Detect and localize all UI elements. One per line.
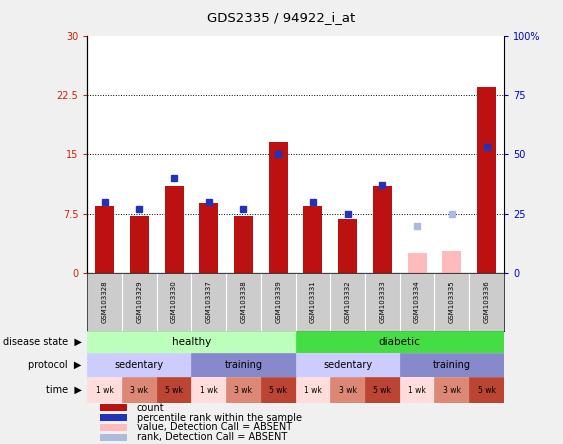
Text: 5 wk: 5 wk <box>269 385 287 395</box>
Bar <box>373 186 392 273</box>
Text: GSM103331: GSM103331 <box>310 281 316 323</box>
Text: disease state  ▶: disease state ▶ <box>3 337 82 347</box>
Text: GSM103336: GSM103336 <box>484 281 489 323</box>
Text: GSM103333: GSM103333 <box>379 281 385 323</box>
Bar <box>400 353 504 377</box>
Text: healthy: healthy <box>172 337 211 347</box>
Text: GSM103329: GSM103329 <box>136 281 142 323</box>
Text: 3 wk: 3 wk <box>131 385 148 395</box>
Bar <box>296 377 330 403</box>
Text: sedentary: sedentary <box>115 360 164 370</box>
Bar <box>303 206 323 273</box>
Text: 5 wk: 5 wk <box>165 385 183 395</box>
Bar <box>435 377 469 403</box>
Text: 1 wk: 1 wk <box>200 385 218 395</box>
Text: 1 wk: 1 wk <box>408 385 426 395</box>
Bar <box>87 353 191 377</box>
Bar <box>157 377 191 403</box>
Text: GSM103335: GSM103335 <box>449 281 455 323</box>
Text: 3 wk: 3 wk <box>235 385 252 395</box>
Text: GSM103330: GSM103330 <box>171 281 177 323</box>
Text: GSM103328: GSM103328 <box>102 281 108 323</box>
Bar <box>338 219 357 273</box>
Bar <box>226 377 261 403</box>
Text: 3 wk: 3 wk <box>339 385 356 395</box>
Bar <box>164 186 184 273</box>
Text: protocol  ▶: protocol ▶ <box>28 360 82 370</box>
Text: GSM103337: GSM103337 <box>206 281 212 323</box>
Bar <box>95 206 114 273</box>
Text: sedentary: sedentary <box>323 360 372 370</box>
Text: 1 wk: 1 wk <box>304 385 322 395</box>
Text: time  ▶: time ▶ <box>46 385 82 395</box>
Bar <box>365 377 400 403</box>
Text: GDS2335 / 94922_i_at: GDS2335 / 94922_i_at <box>207 11 356 24</box>
Bar <box>122 377 157 403</box>
Bar <box>443 251 461 273</box>
Bar <box>477 87 496 273</box>
Text: 3 wk: 3 wk <box>443 385 461 395</box>
Bar <box>100 434 127 441</box>
Bar <box>100 404 127 412</box>
Bar <box>87 377 122 403</box>
Text: value, Detection Call = ABSENT: value, Detection Call = ABSENT <box>137 423 292 432</box>
Text: GSM103334: GSM103334 <box>414 281 420 323</box>
Bar <box>296 331 504 353</box>
Bar <box>330 377 365 403</box>
Bar <box>130 216 149 273</box>
Bar <box>296 353 400 377</box>
Text: diabetic: diabetic <box>379 337 421 347</box>
Text: 1 wk: 1 wk <box>96 385 114 395</box>
Text: GSM103338: GSM103338 <box>240 281 247 323</box>
Bar <box>199 203 218 273</box>
Text: training: training <box>433 360 471 370</box>
Bar <box>408 253 427 273</box>
Bar <box>100 424 127 431</box>
Bar <box>191 377 226 403</box>
Text: GSM103339: GSM103339 <box>275 281 281 323</box>
Text: rank, Detection Call = ABSENT: rank, Detection Call = ABSENT <box>137 432 287 442</box>
Text: count: count <box>137 403 164 412</box>
Bar <box>191 353 296 377</box>
Text: 5 wk: 5 wk <box>373 385 391 395</box>
Bar <box>469 377 504 403</box>
Text: GSM103332: GSM103332 <box>345 281 351 323</box>
Bar <box>100 414 127 421</box>
Text: 5 wk: 5 wk <box>477 385 495 395</box>
Bar <box>400 377 435 403</box>
Text: percentile rank within the sample: percentile rank within the sample <box>137 412 302 423</box>
Bar <box>269 143 288 273</box>
Bar <box>234 216 253 273</box>
Bar <box>87 331 296 353</box>
Text: training: training <box>225 360 262 370</box>
Bar <box>261 377 296 403</box>
